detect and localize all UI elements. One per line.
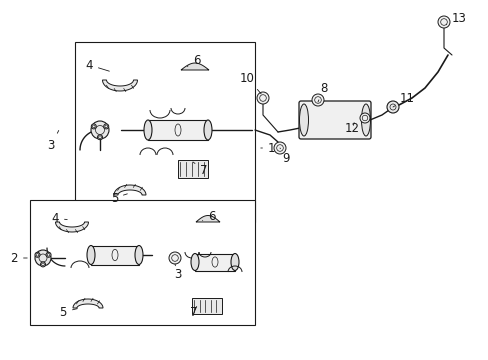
Circle shape xyxy=(257,92,268,104)
Circle shape xyxy=(91,121,109,139)
Ellipse shape xyxy=(203,120,212,140)
Text: 6: 6 xyxy=(202,210,215,222)
Text: 4: 4 xyxy=(51,212,67,225)
Circle shape xyxy=(273,142,285,154)
Circle shape xyxy=(91,124,96,129)
Bar xyxy=(148,120,207,140)
Bar xyxy=(91,246,139,265)
FancyBboxPatch shape xyxy=(298,101,370,139)
Circle shape xyxy=(359,113,369,123)
Text: 11: 11 xyxy=(392,91,414,107)
Ellipse shape xyxy=(143,120,152,140)
Text: 3: 3 xyxy=(47,130,59,152)
Ellipse shape xyxy=(87,246,95,265)
Text: 4: 4 xyxy=(85,59,109,72)
Text: 3: 3 xyxy=(174,264,181,282)
Polygon shape xyxy=(55,222,88,232)
Circle shape xyxy=(386,101,398,113)
Ellipse shape xyxy=(191,253,199,270)
Text: 6: 6 xyxy=(187,54,200,67)
Circle shape xyxy=(437,16,449,28)
Text: 8: 8 xyxy=(317,81,326,102)
Ellipse shape xyxy=(135,246,142,265)
Circle shape xyxy=(97,135,102,140)
Text: 10: 10 xyxy=(240,72,261,94)
Bar xyxy=(178,160,207,178)
Polygon shape xyxy=(181,63,208,70)
Circle shape xyxy=(41,262,45,267)
Text: 12: 12 xyxy=(345,122,359,135)
Bar xyxy=(30,200,254,325)
Circle shape xyxy=(311,94,324,106)
Text: 9: 9 xyxy=(280,148,289,165)
Ellipse shape xyxy=(361,104,370,136)
Circle shape xyxy=(35,250,51,266)
Text: 5: 5 xyxy=(60,306,77,319)
Polygon shape xyxy=(114,185,146,195)
Bar xyxy=(75,42,254,222)
Text: 13: 13 xyxy=(446,12,466,25)
Ellipse shape xyxy=(230,253,239,270)
Circle shape xyxy=(46,252,51,257)
Text: 7: 7 xyxy=(190,306,197,319)
Circle shape xyxy=(103,124,108,129)
Text: 1: 1 xyxy=(260,141,275,154)
Bar xyxy=(195,253,235,270)
Circle shape xyxy=(35,252,40,257)
Text: 5: 5 xyxy=(110,192,127,204)
Polygon shape xyxy=(102,80,137,91)
Text: 2: 2 xyxy=(10,252,27,265)
Bar xyxy=(192,298,222,314)
Polygon shape xyxy=(196,216,220,222)
Circle shape xyxy=(169,252,181,264)
Ellipse shape xyxy=(299,104,308,136)
Text: 7: 7 xyxy=(193,162,207,176)
Polygon shape xyxy=(73,299,103,308)
